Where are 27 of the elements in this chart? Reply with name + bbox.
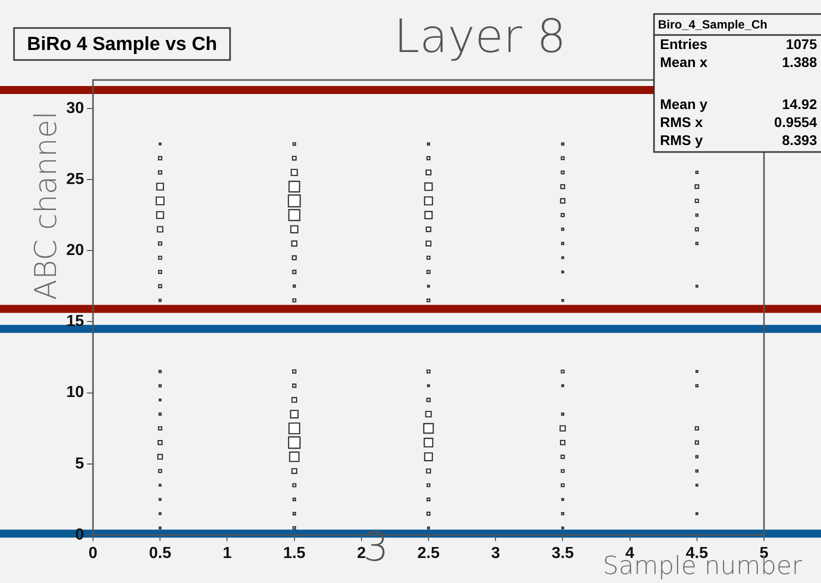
text: 1.388 <box>782 54 818 70</box>
annotation: RMS y <box>660 132 703 148</box>
x-tick-label: 0.5 <box>148 545 172 562</box>
x-tick-label: 2.5 <box>417 545 440 562</box>
x-tick-label: 2 <box>356 545 366 562</box>
x-tick-label: 3.5 <box>552 545 574 562</box>
text: 8.393 <box>782 132 818 148</box>
y-tick-label: 10 <box>66 384 84 402</box>
y-tick-label: 5 <box>75 455 84 472</box>
text: 0.9554 <box>774 114 818 130</box>
annotation: RMS x <box>660 114 703 130</box>
text: Layer 8 <box>394 8 566 63</box>
y-axis-title: ABC channel <box>28 111 64 300</box>
text: 1075 <box>786 36 818 52</box>
x-tick-label: 3 <box>491 545 500 562</box>
x-tick-label: 0 <box>88 545 98 562</box>
text: Mean x <box>660 54 708 70</box>
y-tick-label: 20 <box>66 242 84 260</box>
y-tick-label: 25 <box>66 170 84 188</box>
text: Biro_4_Sample_Ch <box>658 17 768 32</box>
x-tick-label: 1 <box>222 545 232 562</box>
annotation: Mean y <box>660 96 708 112</box>
text: Entries <box>660 36 708 52</box>
x-tick-label: 1.5 <box>283 545 306 562</box>
text: 14.92 <box>782 96 818 112</box>
chart-title: BiRo 4 Sample vs Ch <box>27 34 218 56</box>
y-tick-label: 30 <box>66 100 84 117</box>
